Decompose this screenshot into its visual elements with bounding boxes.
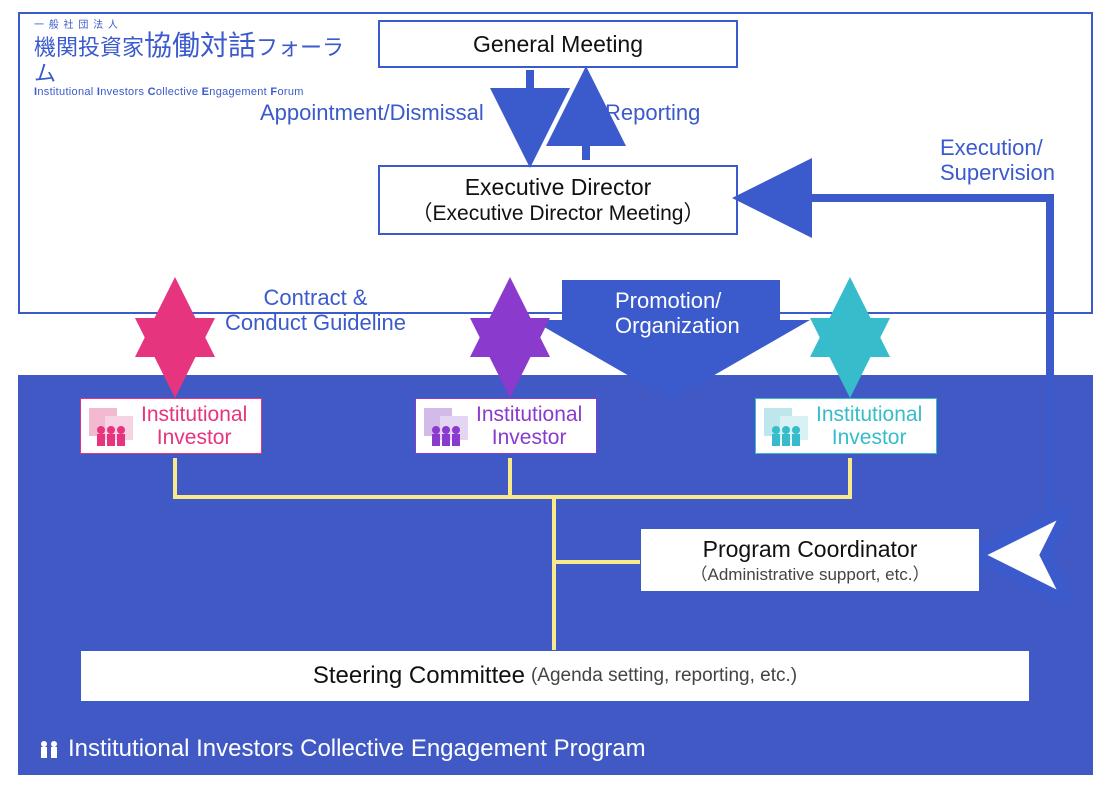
node-investor-3: Institutional Investor [755, 398, 937, 454]
investor2-label: Institutional Investor [476, 403, 582, 449]
node-steering-committee: Steering Committee (Agenda setting, repo… [80, 650, 1030, 702]
program-coord-label: Program Coordinator [703, 535, 918, 564]
label-promotion: Promotion/ Organization [615, 288, 740, 339]
node-investor-2: Institutional Investor [415, 398, 597, 454]
label-reporting: Reporting [605, 100, 700, 125]
exec-director-sub: （Executive Director Meeting） [412, 201, 705, 227]
node-program-coordinator: Program Coordinator （Administrative supp… [640, 528, 980, 592]
people-icon [38, 738, 60, 760]
node-general-meeting: General Meeting [378, 20, 738, 68]
yellow-connector [173, 495, 852, 499]
investor1-label: Institutional Investor [141, 403, 247, 449]
program-title-text: Institutional Investors Collective Engag… [68, 735, 646, 763]
yellow-connector [552, 495, 556, 650]
diagram-canvas: 一 般 社 団 法 人 機関投資家協働対話フォーラム Institutional… [0, 0, 1110, 786]
node-exec-director: Executive Director （Executive Director M… [378, 165, 738, 235]
investor-icon [87, 404, 135, 448]
yellow-connector [173, 458, 177, 498]
logo-line2: 機関投資家協働対話フォーラム [34, 31, 364, 86]
general-meeting-label: General Meeting [473, 30, 643, 59]
yellow-connector [552, 560, 642, 564]
yellow-connector [508, 458, 512, 498]
yellow-connector [848, 458, 852, 498]
label-appointment: Appointment/Dismissal [260, 100, 484, 125]
exec-director-label: Executive Director [465, 173, 652, 202]
investor3-label: Institutional Investor [816, 403, 922, 449]
program-coord-sub: （Administrative support, etc.） [690, 564, 929, 585]
logo-line3: Institutional Investors Collective Engag… [34, 86, 364, 98]
label-exec-supervision: Execution/ Supervision [940, 135, 1055, 186]
label-contract: Contract & Conduct Guideline [225, 285, 406, 336]
node-investor-1: Institutional Investor [80, 398, 262, 454]
investor-icon [762, 404, 810, 448]
program-title: Institutional Investors Collective Engag… [38, 735, 646, 763]
steering-sub: (Agenda setting, reporting, etc.) [531, 664, 797, 688]
forum-logo: 一 般 社 団 法 人 機関投資家協働対話フォーラム Institutional… [34, 20, 364, 98]
steering-label: Steering Committee [313, 661, 525, 691]
investor-icon [422, 404, 470, 448]
